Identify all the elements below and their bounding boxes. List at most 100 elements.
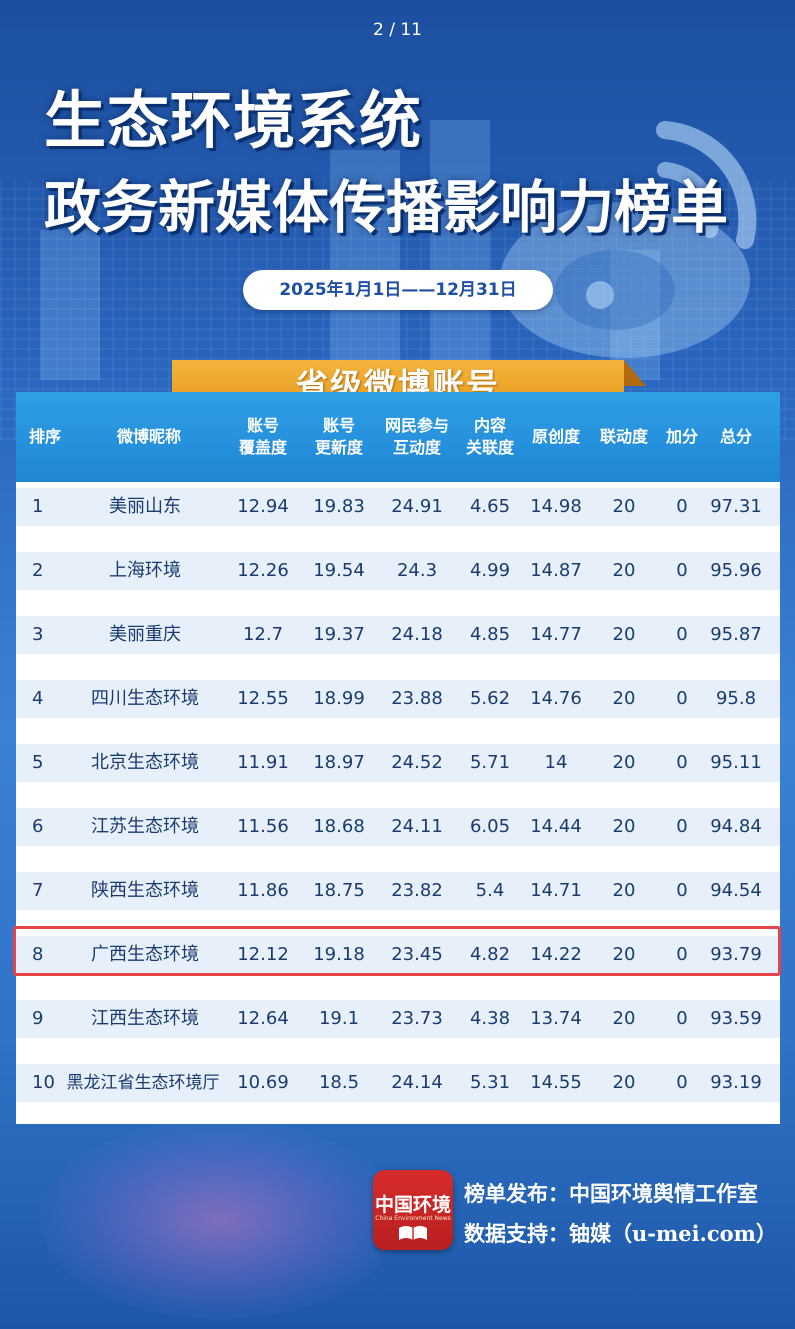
cell-bonus: 0 bbox=[658, 552, 706, 590]
cell-total: 93.59 bbox=[706, 1000, 766, 1038]
publisher-text: 榜单发布：中国环境舆情工作室 bbox=[464, 1178, 758, 1208]
book-icon bbox=[397, 1224, 429, 1242]
header-total: 总分 bbox=[706, 392, 766, 482]
table-row: 10 黑龙江省生态环境厅 10.69 18.5 24.14 5.31 14.55 20 0 93.… bbox=[16, 1064, 780, 1102]
table-row: 4 四川生态环境 12.55 18.99 23.88 5.62 14.76 20 0 95.8 bbox=[16, 680, 780, 718]
cell-update: 19.83 bbox=[302, 488, 376, 526]
cell-interaction: 23.82 bbox=[376, 872, 458, 910]
cell-coverage: 12.94 bbox=[224, 488, 302, 526]
cell-update: 19.54 bbox=[302, 552, 376, 590]
cell-bonus: 0 bbox=[658, 808, 706, 846]
cell-linkage: 20 bbox=[590, 808, 658, 846]
banner-fold bbox=[624, 360, 646, 386]
header-update: 账号 更新度 bbox=[302, 392, 376, 482]
cell-relevance: 5.4 bbox=[458, 872, 522, 910]
cell-coverage: 12.64 bbox=[224, 1000, 302, 1038]
cell-relevance: 4.65 bbox=[458, 488, 522, 526]
cell-coverage: 11.86 bbox=[224, 872, 302, 910]
header-bonus: 加分 bbox=[658, 392, 706, 482]
table-row: 1 美丽山东 12.94 19.83 24.91 4.65 14.98 20 0 97.31 bbox=[16, 488, 780, 526]
cell-name: 北京生态环境 bbox=[64, 744, 226, 782]
table-row: 2 上海环境 12.26 19.54 24.3 4.99 14.87 20 0 95.96 bbox=[16, 552, 780, 590]
cell-linkage: 20 bbox=[590, 872, 658, 910]
header-interaction: 网民参与 互动度 bbox=[376, 392, 458, 482]
cell-originality: 14.77 bbox=[522, 616, 590, 654]
china-environment-logo: 中国环境 China Environment News bbox=[373, 1170, 453, 1250]
date-range: 2025年1月1日——12月31日 bbox=[243, 270, 553, 310]
cell-originality: 14 bbox=[522, 744, 590, 782]
cell-bonus: 0 bbox=[658, 488, 706, 526]
table-row: 6 江苏生态环境 11.56 18.68 24.11 6.05 14.44 20 0 94.84 bbox=[16, 808, 780, 846]
cell-linkage: 20 bbox=[590, 488, 658, 526]
cell-linkage: 20 bbox=[590, 1000, 658, 1038]
cell-update: 18.97 bbox=[302, 744, 376, 782]
cell-update: 18.99 bbox=[302, 680, 376, 718]
cell-coverage: 11.56 bbox=[224, 808, 302, 846]
cell-total: 97.31 bbox=[706, 488, 766, 526]
page-indicator: 2 / 11 bbox=[0, 20, 795, 40]
cell-relevance: 4.38 bbox=[458, 1000, 522, 1038]
cell-originality: 14.87 bbox=[522, 552, 590, 590]
highlighted-row-frame bbox=[13, 926, 781, 976]
cell-total: 95.11 bbox=[706, 744, 766, 782]
cell-name: 江西生态环境 bbox=[64, 1000, 226, 1038]
cell-interaction: 24.52 bbox=[376, 744, 458, 782]
header-rank: 排序 bbox=[16, 392, 74, 482]
cell-originality: 14.71 bbox=[522, 872, 590, 910]
header-coverage: 账号 覆盖度 bbox=[224, 392, 302, 482]
cell-interaction: 24.3 bbox=[376, 552, 458, 590]
cell-interaction: 23.88 bbox=[376, 680, 458, 718]
header-originality: 原创度 bbox=[522, 392, 590, 482]
background-glow bbox=[40, 1120, 400, 1320]
cell-relevance: 5.31 bbox=[458, 1064, 522, 1102]
cell-linkage: 20 bbox=[590, 680, 658, 718]
cell-update: 18.5 bbox=[302, 1064, 376, 1102]
cell-interaction: 24.18 bbox=[376, 616, 458, 654]
cell-originality: 14.98 bbox=[522, 488, 590, 526]
cell-linkage: 20 bbox=[590, 744, 658, 782]
cell-relevance: 5.71 bbox=[458, 744, 522, 782]
cell-total: 95.87 bbox=[706, 616, 766, 654]
cell-linkage: 20 bbox=[590, 616, 658, 654]
cell-interaction: 24.14 bbox=[376, 1064, 458, 1102]
cell-total: 94.54 bbox=[706, 872, 766, 910]
cell-update: 18.75 bbox=[302, 872, 376, 910]
cell-bonus: 0 bbox=[658, 872, 706, 910]
table-header: 排序 微博昵称 账号 覆盖度 账号 更新度 网民参与 互动度 内容 关联度 原创度 联动… bbox=[16, 392, 780, 482]
cell-relevance: 5.62 bbox=[458, 680, 522, 718]
cell-linkage: 20 bbox=[590, 1064, 658, 1102]
cell-total: 95.96 bbox=[706, 552, 766, 590]
cell-update: 18.68 bbox=[302, 808, 376, 846]
cell-total: 94.84 bbox=[706, 808, 766, 846]
cell-relevance: 4.99 bbox=[458, 552, 522, 590]
cell-bonus: 0 bbox=[658, 616, 706, 654]
data-support-text: 数据支持：铀媒（u-mei.com） bbox=[464, 1218, 777, 1248]
cell-originality: 13.74 bbox=[522, 1000, 590, 1038]
cell-coverage: 12.55 bbox=[224, 680, 302, 718]
cell-name: 江苏生态环境 bbox=[64, 808, 226, 846]
cell-interaction: 23.73 bbox=[376, 1000, 458, 1038]
cell-name: 黑龙江省生态环境厅 bbox=[50, 1064, 236, 1102]
cell-interaction: 24.11 bbox=[376, 808, 458, 846]
logo-text: 中国环境 bbox=[373, 1190, 453, 1217]
cell-originality: 14.76 bbox=[522, 680, 590, 718]
cell-originality: 14.55 bbox=[522, 1064, 590, 1102]
cell-originality: 14.44 bbox=[522, 808, 590, 846]
logo-subtext: China Environment News bbox=[373, 1215, 453, 1222]
header-nickname: 微博昵称 bbox=[74, 392, 224, 482]
cell-total: 93.19 bbox=[706, 1064, 766, 1102]
cell-relevance: 4.85 bbox=[458, 616, 522, 654]
cell-total: 95.8 bbox=[706, 680, 766, 718]
cell-relevance: 6.05 bbox=[458, 808, 522, 846]
cell-name: 陕西生态环境 bbox=[64, 872, 226, 910]
cell-bonus: 0 bbox=[658, 680, 706, 718]
cell-name: 四川生态环境 bbox=[64, 680, 226, 718]
cell-coverage: 11.91 bbox=[224, 744, 302, 782]
cell-coverage: 10.69 bbox=[224, 1064, 302, 1102]
title-line-2: 政务新媒体传播影响力榜单 bbox=[44, 162, 728, 244]
cell-coverage: 12.7 bbox=[224, 616, 302, 654]
cell-name: 美丽重庆 bbox=[64, 616, 226, 654]
header-linkage: 联动度 bbox=[590, 392, 658, 482]
cell-bonus: 0 bbox=[658, 1064, 706, 1102]
background-tower bbox=[40, 230, 100, 380]
